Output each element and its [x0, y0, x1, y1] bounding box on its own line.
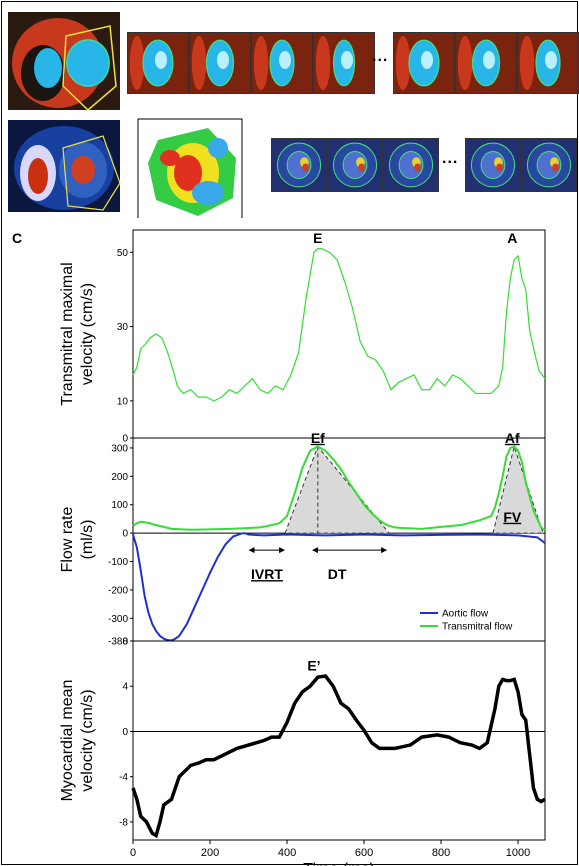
e-wave-fill [284, 445, 391, 534]
chart-3: -8 -4 0 4 8 Myocardial mean velocity (cm/s) E’ 0… [59, 637, 546, 866]
row-a-images [8, 12, 120, 112]
x-tick-label: 200 [201, 847, 219, 859]
plot-frame [132, 229, 546, 439]
cine-a-frame [189, 32, 251, 94]
legend-label: Aortic flow [442, 609, 489, 620]
cine-b-frame [521, 138, 577, 192]
row-b-images [8, 118, 243, 220]
transmitral-velocity-line [132, 247, 546, 402]
arrow-head [381, 547, 388, 554]
row-a-ellipsis: ... [372, 48, 389, 65]
annotation-fv: FV [503, 509, 522, 525]
annotation-af: Af [505, 430, 520, 446]
y-tick-label: 50 [117, 248, 129, 259]
row-b [8, 118, 579, 223]
cine-b-frame [465, 138, 521, 192]
cine-a-frame [251, 32, 313, 94]
chart-2: -380 -300 -200 -100 0 100 200 300 Flow rate (ml/s… [59, 430, 546, 648]
x-tick-label: 0 [130, 847, 136, 859]
cine-a-frame [313, 32, 375, 94]
y-tick-label: 8 [122, 637, 128, 648]
arrow-head [279, 547, 286, 554]
row-b-ellipsis: ... [442, 150, 459, 167]
y-tick-label: 0 [122, 529, 128, 540]
y-axis-label: Flow rate [59, 507, 76, 573]
y-axis-label: velocity (cm/s) [79, 283, 96, 385]
y-axis-label: velocity (cm/s) [79, 689, 96, 791]
y-tick-label: 4 [122, 682, 128, 693]
myocardial-velocity-line [131, 674, 546, 839]
transmitral-flow-line [132, 445, 546, 532]
cine-a-frame [127, 32, 189, 94]
cine-b-frame [327, 138, 383, 192]
x-axis-label: Time (ms) [303, 861, 374, 866]
annotation-ivrt: IVRT [251, 566, 283, 582]
y-tick-label: 0 [122, 727, 128, 738]
y-tick-label: 0 [122, 434, 128, 445]
legend-label: Transmitral flow [442, 622, 513, 633]
cine-a-frame [517, 32, 579, 94]
cine-a-frame [393, 32, 455, 94]
y-tick-label: -4 [119, 772, 128, 783]
x-tick-label: 1000 [506, 847, 530, 859]
y-tick-label: -100 [108, 557, 128, 568]
y-tick-label: 10 [117, 396, 129, 407]
annotation-dt: DT [328, 566, 347, 582]
row-a [8, 8, 579, 113]
cine-b-frame [271, 138, 327, 192]
plot-frame [132, 640, 546, 841]
y-axis-label: Transmitral maximal [59, 262, 76, 405]
annotation-ef: Ef [311, 430, 325, 446]
y-tick-label: 30 [117, 322, 129, 333]
y-tick-label: -380 [108, 637, 128, 648]
cine-a-frame [455, 32, 517, 94]
panel-label-c: C [12, 230, 23, 246]
y-tick-label: -200 [108, 585, 128, 596]
cine-b-frame [383, 138, 439, 192]
arrow-head [248, 547, 255, 554]
y-axis-label: (ml/s) [79, 520, 96, 560]
annotation-e: E [313, 230, 322, 246]
x-tick-label: 800 [432, 847, 450, 859]
y-axis-label: Myocardial mean [59, 680, 76, 802]
y-tick-label: 300 [111, 443, 128, 454]
y-tick-label: -8 [119, 817, 128, 828]
annotation-e: E’ [307, 657, 320, 673]
annotation-a: A [507, 230, 517, 246]
y-tick-label: 200 [111, 472, 128, 483]
aortic-flow-line [132, 532, 546, 642]
x-tick-label: 600 [355, 847, 373, 859]
y-tick-label: -300 [108, 614, 128, 625]
arrow-head [312, 547, 319, 554]
y-tick-label: 100 [111, 500, 128, 511]
chart-1: 0 10 30 50 Transmitral maximal velocity (cm/s… [59, 229, 546, 445]
x-tick-label: 400 [278, 847, 296, 859]
